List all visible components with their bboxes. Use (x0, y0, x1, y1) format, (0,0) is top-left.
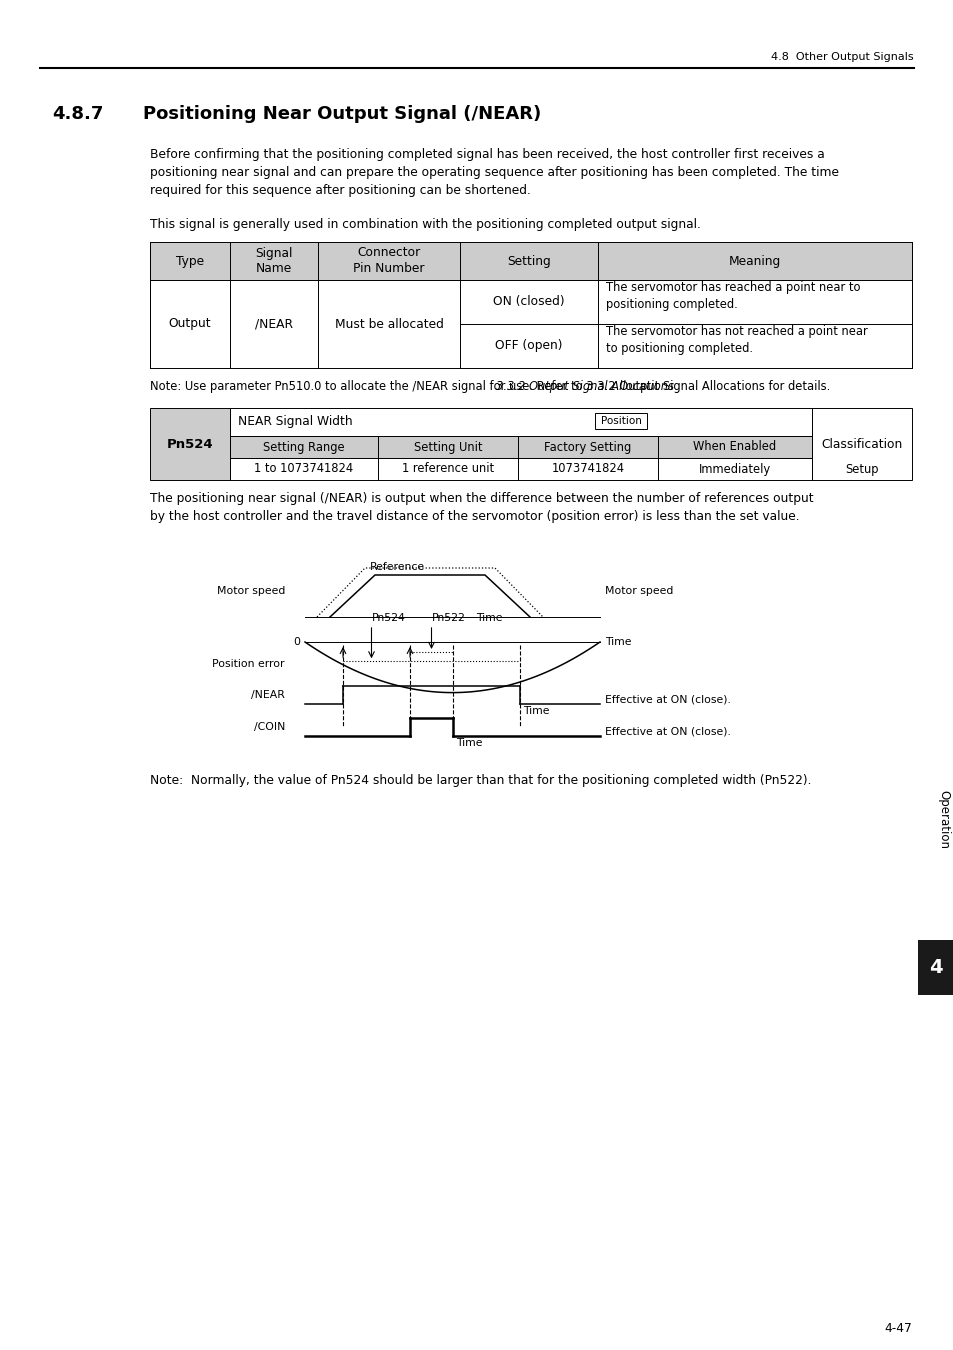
Text: Time: Time (456, 738, 482, 748)
Text: Time: Time (522, 706, 549, 716)
Text: 4-47: 4-47 (883, 1322, 911, 1335)
Text: The servomotor has reached a point near to
positioning completed.: The servomotor has reached a point near … (605, 281, 860, 312)
Text: Note: Use parameter Pn510.0 to allocate the /NEAR signal for use. Refer to 3.3.2: Note: Use parameter Pn510.0 to allocate … (150, 379, 829, 393)
Text: 3.3.2 Output Signal Allocations: 3.3.2 Output Signal Allocations (496, 379, 674, 393)
Text: 4.8.7: 4.8.7 (52, 105, 103, 123)
Bar (917, 940, 953, 995)
Text: Operation: Operation (937, 791, 949, 849)
Text: 0: 0 (293, 637, 299, 647)
Bar (230, 408, 811, 436)
Text: The positioning near signal (/NEAR) is output when the difference between the nu: The positioning near signal (/NEAR) is o… (150, 491, 813, 522)
Text: NEAR Signal Width: NEAR Signal Width (237, 416, 353, 428)
Text: Motor speed: Motor speed (604, 586, 673, 597)
Text: Classification: Classification (821, 437, 902, 451)
Text: Time: Time (604, 637, 631, 647)
Text: Type: Type (175, 255, 204, 267)
Bar (595, 413, 646, 429)
Text: Signal
Name: Signal Name (255, 247, 293, 275)
Text: Pn522: Pn522 (431, 613, 465, 622)
Text: Setup: Setup (844, 463, 878, 475)
Text: 4: 4 (928, 958, 942, 977)
Text: This signal is generally used in combination with the positioning completed outp: This signal is generally used in combina… (150, 217, 700, 231)
Text: Setting: Setting (507, 255, 550, 267)
Text: Motor speed: Motor speed (216, 586, 285, 597)
Text: Must be allocated: Must be allocated (335, 317, 443, 331)
Text: Time: Time (476, 613, 502, 622)
Bar (230, 436, 811, 458)
Text: 4.8  Other Output Signals: 4.8 Other Output Signals (771, 53, 913, 62)
Text: Meaning: Meaning (728, 255, 781, 267)
Text: /NEAR: /NEAR (251, 690, 285, 701)
Text: ON (closed): ON (closed) (493, 296, 564, 309)
Text: Effective at ON (close).: Effective at ON (close). (604, 726, 730, 736)
Text: Positioning Near Output Signal (/NEAR): Positioning Near Output Signal (/NEAR) (143, 105, 540, 123)
Bar (230, 458, 811, 481)
Bar (150, 408, 230, 481)
Text: Output: Output (169, 317, 212, 331)
Text: Position: Position (600, 416, 640, 427)
Text: Setting Range: Setting Range (263, 440, 344, 454)
Text: Reference: Reference (370, 562, 425, 572)
Text: Effective at ON (close).: Effective at ON (close). (604, 694, 730, 703)
Text: Setting Unit: Setting Unit (414, 440, 482, 454)
Bar (811, 408, 911, 481)
Text: Position error: Position error (213, 659, 285, 670)
Text: Pn524: Pn524 (371, 613, 405, 622)
Text: Connector
Pin Number: Connector Pin Number (353, 247, 424, 275)
Text: Note:  Normally, the value of Pn524 should be larger than that for the positioni: Note: Normally, the value of Pn524 shoul… (150, 774, 811, 787)
Bar (150, 242, 911, 279)
Text: 1 to 1073741824: 1 to 1073741824 (254, 463, 354, 475)
Text: Factory Setting: Factory Setting (544, 440, 631, 454)
Text: When Enabled: When Enabled (693, 440, 776, 454)
Text: 1073741824: 1073741824 (551, 463, 624, 475)
Text: Immediately: Immediately (699, 463, 770, 475)
Text: /COIN: /COIN (253, 722, 285, 732)
Text: Before confirming that the positioning completed signal has been received, the h: Before confirming that the positioning c… (150, 148, 838, 197)
Text: 1 reference unit: 1 reference unit (401, 463, 494, 475)
Bar (150, 279, 911, 369)
Text: The servomotor has not reached a point near
to positioning completed.: The servomotor has not reached a point n… (605, 325, 867, 355)
Text: /NEAR: /NEAR (254, 317, 293, 331)
Text: Pn524: Pn524 (167, 437, 213, 451)
Text: OFF (open): OFF (open) (495, 339, 562, 352)
